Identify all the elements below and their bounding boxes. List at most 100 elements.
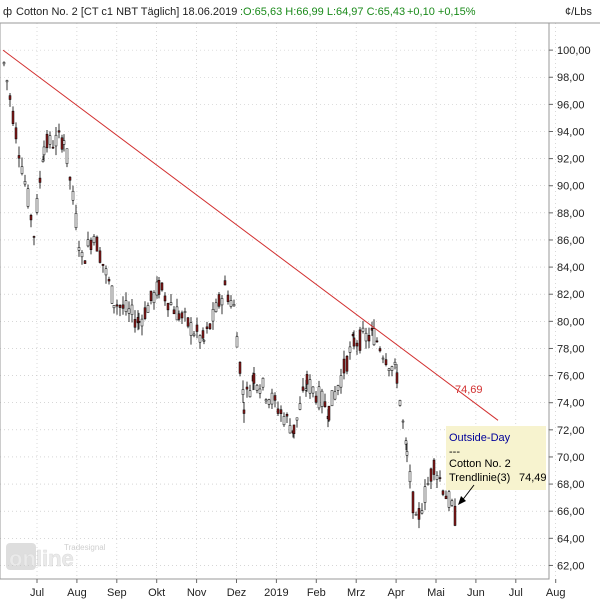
legend-trendline-value: 74,49 bbox=[519, 472, 547, 484]
y-tick-label: 64,00 bbox=[557, 533, 585, 545]
candle-body bbox=[288, 425, 292, 434]
y-tick-label: 70,00 bbox=[557, 452, 585, 464]
candle-body bbox=[23, 180, 27, 185]
candle-body bbox=[115, 304, 119, 307]
y-tick-label: 72,00 bbox=[557, 425, 585, 437]
y-tick-label: 78,00 bbox=[557, 343, 585, 355]
grid-lines bbox=[0, 23, 557, 579]
y-tick-label: 80,00 bbox=[557, 316, 585, 328]
candle-body bbox=[339, 375, 343, 388]
candle-body bbox=[345, 355, 349, 372]
candle-body bbox=[311, 386, 315, 394]
candle-body bbox=[54, 134, 58, 147]
candle-body bbox=[367, 335, 371, 342]
y-tick-label: 94,00 bbox=[557, 126, 585, 138]
y-tick-label: 86,00 bbox=[557, 235, 585, 247]
y-tick-label: 90,00 bbox=[557, 181, 585, 193]
candle-body bbox=[279, 409, 283, 414]
x-tick-label: Mai bbox=[427, 587, 445, 599]
watermark-brand: Tradesignal bbox=[64, 543, 106, 552]
candle-body bbox=[441, 490, 445, 495]
candle-body bbox=[77, 247, 81, 251]
trendline[interactable] bbox=[2, 49, 499, 421]
candle-body bbox=[211, 309, 215, 322]
candle-body bbox=[177, 313, 181, 320]
candle-body bbox=[285, 414, 289, 417]
candle-body bbox=[408, 471, 412, 483]
candle-body bbox=[414, 514, 418, 516]
candle-body bbox=[255, 384, 259, 391]
candle-body bbox=[133, 319, 137, 328]
candle-body bbox=[370, 328, 374, 331]
candle-body bbox=[38, 177, 42, 183]
candle-body bbox=[220, 298, 224, 306]
candle-body bbox=[2, 62, 6, 65]
watermark-logo: online Tradesignal bbox=[6, 543, 106, 571]
candle-body bbox=[214, 302, 218, 313]
candle-body bbox=[444, 495, 448, 500]
x-tick-label: Nov bbox=[187, 587, 207, 599]
candle-body bbox=[401, 420, 405, 423]
candle-body bbox=[112, 305, 116, 309]
candle-body bbox=[375, 340, 379, 343]
candle-body bbox=[241, 389, 245, 395]
candle-body bbox=[336, 385, 340, 391]
candle-body bbox=[267, 399, 271, 405]
candle-body bbox=[398, 400, 402, 406]
x-tick-label: Sep bbox=[107, 587, 127, 599]
candle-body bbox=[352, 337, 356, 347]
candle-body bbox=[110, 285, 114, 304]
candle-body bbox=[65, 148, 69, 164]
candle-body bbox=[60, 137, 64, 150]
candle-body bbox=[166, 303, 170, 311]
candle-body bbox=[32, 236, 36, 238]
y-tick-label: 96,00 bbox=[557, 99, 585, 111]
candle-body bbox=[189, 322, 193, 336]
candle-body bbox=[384, 359, 388, 365]
candle-body bbox=[305, 374, 309, 385]
candle-body bbox=[14, 127, 18, 140]
candle-body bbox=[426, 483, 430, 485]
candle-body bbox=[276, 408, 280, 414]
x-tick-label: Mrz bbox=[347, 587, 365, 599]
candle-body bbox=[223, 280, 227, 286]
candle-body bbox=[348, 346, 352, 353]
legend-box: Outside-Day --- Cotton No. 2 Trendlinie(… bbox=[446, 426, 547, 490]
candle-body bbox=[301, 386, 305, 391]
candle-body bbox=[405, 451, 409, 456]
x-tick-label: Jul bbox=[30, 587, 44, 599]
legend-series-name: Cotton No. 2 bbox=[449, 458, 511, 470]
candle-body bbox=[124, 300, 128, 312]
trendline-layer bbox=[2, 49, 499, 421]
candle-body bbox=[143, 307, 147, 319]
candle-body bbox=[453, 505, 457, 526]
candle-body bbox=[261, 377, 265, 388]
interval-label: Täglich] bbox=[141, 6, 180, 18]
legend-trendline-name: Trendlinie(3) bbox=[449, 472, 510, 484]
watermark-product: online bbox=[9, 546, 74, 571]
candle-body bbox=[229, 300, 233, 307]
candle-body bbox=[435, 475, 439, 480]
candle-body bbox=[232, 304, 236, 307]
candle-body bbox=[186, 317, 190, 327]
x-axis-ticks: Jul Aug Sep Okt Nov Dez 2019 Feb Mrz Apr Mai Jun Jul… bbox=[30, 579, 565, 599]
candle-body bbox=[175, 306, 179, 321]
arrow-head bbox=[458, 496, 466, 505]
candle-body bbox=[447, 491, 451, 508]
candle-body bbox=[68, 176, 72, 181]
price-candles bbox=[2, 61, 457, 529]
candle-body bbox=[163, 295, 167, 302]
candle-body bbox=[35, 198, 39, 213]
candle-body bbox=[74, 213, 78, 229]
y-tick-label: 84,00 bbox=[557, 262, 585, 274]
chart-title: Cotton No. 2 [CT c1 NBT Täglich] 18.06.2… bbox=[16, 6, 237, 18]
x-tick-label: Aug bbox=[67, 587, 87, 599]
candle-body bbox=[80, 252, 84, 258]
candle-body bbox=[89, 239, 93, 250]
y-tick-label: 100,00 bbox=[557, 45, 591, 57]
candle-body bbox=[8, 95, 12, 100]
y-tick-label: 66,00 bbox=[557, 506, 585, 518]
symbol-marker-icon: ф bbox=[3, 6, 12, 18]
change-values: +0,10 +0,15% bbox=[407, 6, 476, 18]
